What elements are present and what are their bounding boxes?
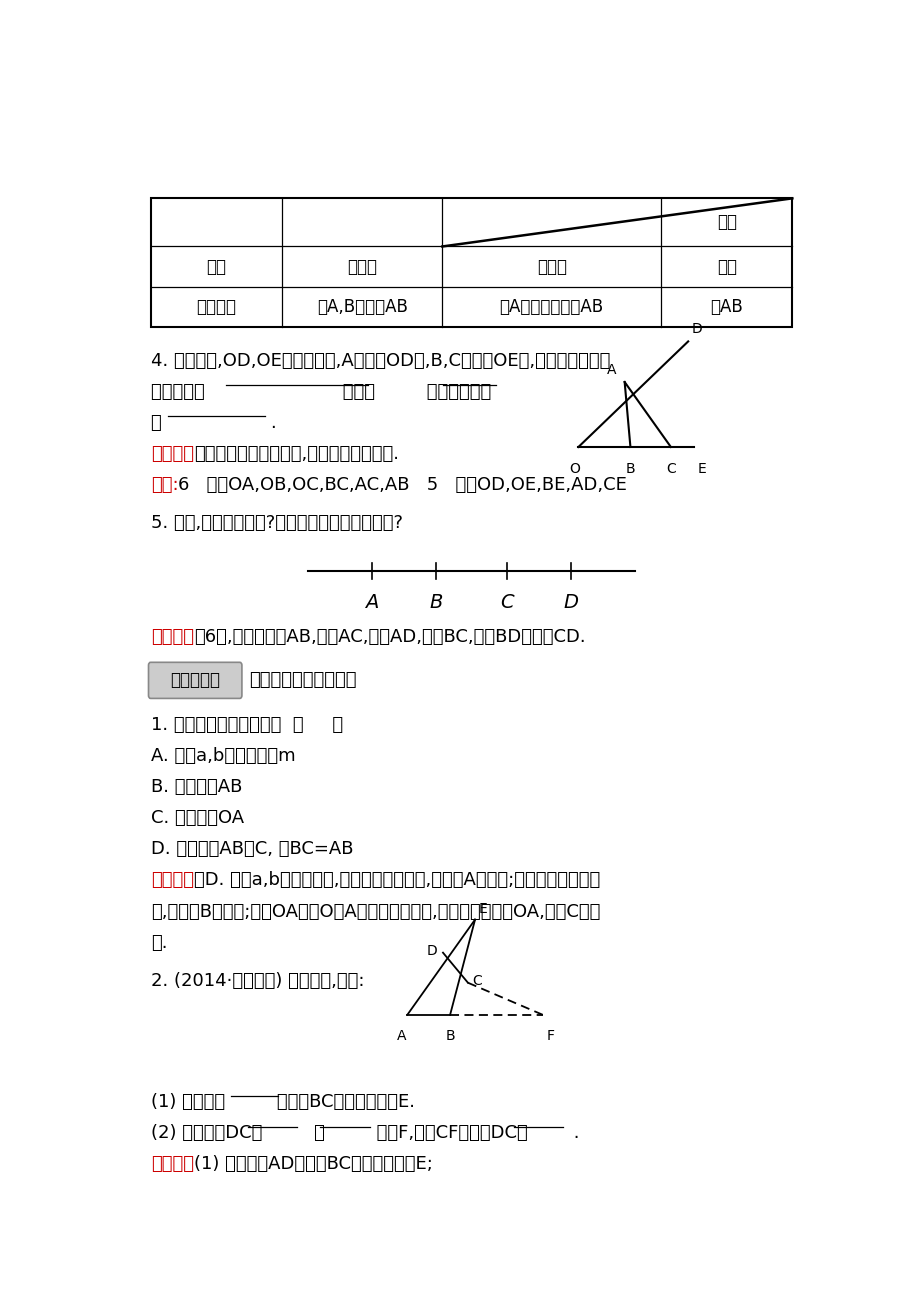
Text: 过A,B作直线AB: 过A,B作直线AB — [316, 298, 407, 315]
Text: 不可以: 不可以 — [346, 258, 377, 276]
Text: 不可以: 不可以 — [536, 258, 566, 276]
Text: D: D — [691, 323, 702, 336]
Text: 伸,故选项B不正确;射线OA沿从O到A的方向无限延伸,故不能延长射线OA,选项C不正: 伸,故选项B不正确;射线OA沿从O到A的方向无限延伸,故不能延长射线OA,选项C… — [151, 902, 599, 921]
Text: C: C — [471, 974, 482, 988]
Text: A: A — [606, 363, 616, 378]
Text: F: F — [546, 1029, 554, 1043]
Text: B: B — [625, 462, 634, 477]
Text: D. 延长线段AB到C, 使BC=AB: D. 延长线段AB到C, 使BC=AB — [151, 840, 353, 858]
Text: 基础题组二: 基础题组二 — [170, 672, 220, 689]
Text: (1) 延长线段AD交线段BC的延长线于点E;: (1) 延长线段AD交线段BC的延长线于点E; — [193, 1155, 432, 1173]
Text: E: E — [697, 462, 706, 477]
Text: 确.: 确. — [151, 934, 167, 952]
Text: A: A — [396, 1029, 406, 1043]
Text: 《解析》: 《解析》 — [151, 1155, 193, 1173]
Text: D: D — [563, 594, 578, 612]
Text: D: D — [426, 944, 437, 958]
Bar — [151, 198, 791, 327]
Text: 度量: 度量 — [206, 258, 226, 276]
Text: B: B — [428, 594, 442, 612]
Text: (1) 延长线段         交线段BC的延长线于点E.: (1) 延长线段 交线段BC的延长线于点E. — [151, 1092, 414, 1111]
Text: 答案:: 答案: — [151, 477, 178, 493]
Text: 6   线段OA,OB,OC,BC,AC,AB   5   射线OD,OE,BE,AD,CE: 6 线段OA,OB,OC,BC,AC,AB 5 射线OD,OE,BE,AD,CE — [178, 477, 627, 493]
Text: O: O — [569, 462, 580, 477]
Text: C: C — [500, 594, 514, 612]
Text: A. 直线a,b相交于一点m: A. 直线a,b相交于一点m — [151, 747, 295, 766]
Text: A: A — [365, 594, 378, 612]
Text: 以A为端点作射线AB: 以A为端点作射线AB — [499, 298, 603, 315]
Text: B. 延长直线AB: B. 延长直线AB — [151, 779, 242, 797]
Text: 选D. 直线a,b相交于一点,点用大写字母表示,故选项A不规范;直线向两方无限延: 选D. 直线a,b相交于一点,点用大写字母表示,故选项A不规范;直线向两方无限延 — [193, 871, 599, 889]
Text: 4. 如图所示,OD,OE是两条射线,A在射线OD上,B,C在射线OE上,则图中共有线段: 4. 如图所示,OD,OE是两条射线,A在射线OD上,B,C在射线OE上,则图中… — [151, 352, 609, 370]
Text: 作图叙述: 作图叙述 — [196, 298, 236, 315]
Text: 有6条,表示为线段AB,线段AC,线段AD,线段BC,线段BD和线段CD.: 有6条,表示为线段AB,线段AC,线段AD,线段BC,线段BD和线段CD. — [193, 629, 584, 646]
Text: 可以: 可以 — [716, 258, 736, 276]
Text: 最短: 最短 — [716, 214, 736, 232]
Text: 2. (2014·益阳质检) 根据图形,填空:: 2. (2014·益阳质检) 根据图形,填空: — [151, 971, 364, 990]
Text: E: E — [478, 901, 487, 915]
Text: 1. 下列语句表达规范的是  （     ）: 1. 下列语句表达规范的是 （ ） — [151, 716, 343, 734]
Text: 根据几何语言画出图形: 根据几何语言画出图形 — [249, 672, 357, 689]
FancyBboxPatch shape — [148, 663, 242, 698]
Text: 《解析》: 《解析》 — [151, 629, 193, 646]
Text: (2) 延长线段DC交         的         于点F,射线CF是线段DC的        .: (2) 延长线段DC交 的 于点F,射线CF是线段DC的 . — [151, 1124, 579, 1142]
Text: B: B — [445, 1029, 454, 1043]
Text: 是                   .: 是 . — [151, 414, 276, 432]
Text: 连AB: 连AB — [709, 298, 743, 315]
Text: 根据射线、线段的特征,结合图形进行判断.: 根据射线、线段的特征,结合图形进行判断. — [193, 445, 398, 464]
Text: 《解析》: 《解析》 — [151, 871, 193, 889]
Text: 条，分别是                        ；共有         条射线，分别: 条，分别是 ；共有 条射线，分别 — [151, 383, 491, 401]
Text: 5. 如图,共有几条线段?如何用字母表示这些线段?: 5. 如图,共有几条线段?如何用字母表示这些线段? — [151, 514, 403, 533]
Text: 《解析》: 《解析》 — [151, 445, 193, 464]
Text: C. 延长射线OA: C. 延长射线OA — [151, 810, 244, 827]
Text: C: C — [665, 462, 675, 477]
